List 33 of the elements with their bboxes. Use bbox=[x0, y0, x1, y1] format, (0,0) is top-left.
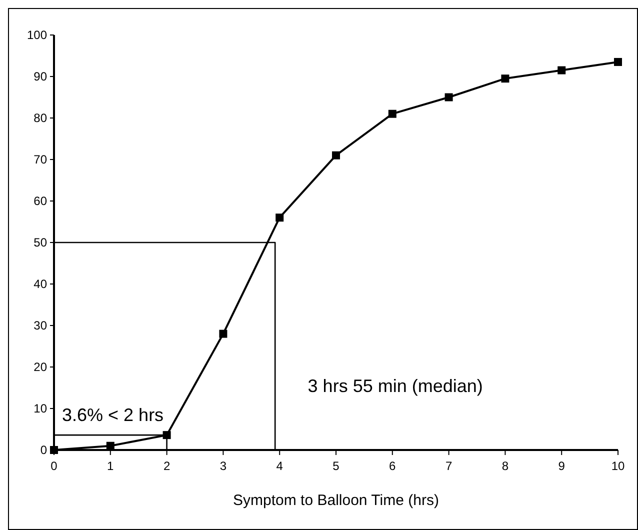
point bbox=[444, 93, 453, 102]
point bbox=[276, 214, 284, 222]
y-tick-label: 70 bbox=[34, 152, 48, 167]
y-tick-label: 10 bbox=[34, 402, 48, 416]
y-tick-label: 40 bbox=[34, 277, 48, 292]
annotation: 3.6% < 2 hrs bbox=[62, 404, 164, 425]
y-tick-label: 0 bbox=[40, 443, 48, 458]
x-tick-label: 9 bbox=[558, 459, 566, 473]
annotation: 3 hrs 55 min (median) bbox=[308, 376, 483, 396]
point bbox=[388, 110, 396, 118]
y-tick-label: 90 bbox=[34, 70, 48, 84]
point bbox=[558, 66, 566, 74]
x-tick-label: 5 bbox=[332, 459, 340, 473]
x-tick-label: 8 bbox=[502, 459, 509, 473]
x-tick-label: 1 bbox=[107, 459, 114, 473]
point bbox=[501, 74, 510, 83]
y-tick-label: 80 bbox=[34, 111, 48, 126]
x-tick-label: 3 bbox=[220, 459, 227, 473]
y-tick-label: 60 bbox=[34, 194, 48, 208]
point bbox=[332, 151, 340, 160]
y-tick-label: 50 bbox=[34, 236, 48, 250]
point bbox=[614, 58, 622, 66]
x-tick-label: 10 bbox=[611, 459, 625, 473]
y-tick-label: 100 bbox=[26, 28, 48, 42]
y-tick-label: 30 bbox=[34, 318, 48, 333]
x-tick-label: 6 bbox=[389, 459, 396, 473]
x-tick-label: 2 bbox=[163, 459, 170, 473]
x-axis-title: Symptom to Balloon Time (hrs) bbox=[233, 492, 439, 509]
x-tick-label: 7 bbox=[445, 459, 452, 473]
point bbox=[219, 330, 228, 338]
x-tick-label: 4 bbox=[276, 459, 284, 473]
y-tick-label: 20 bbox=[34, 360, 48, 374]
x-tick-label: 0 bbox=[50, 459, 58, 473]
